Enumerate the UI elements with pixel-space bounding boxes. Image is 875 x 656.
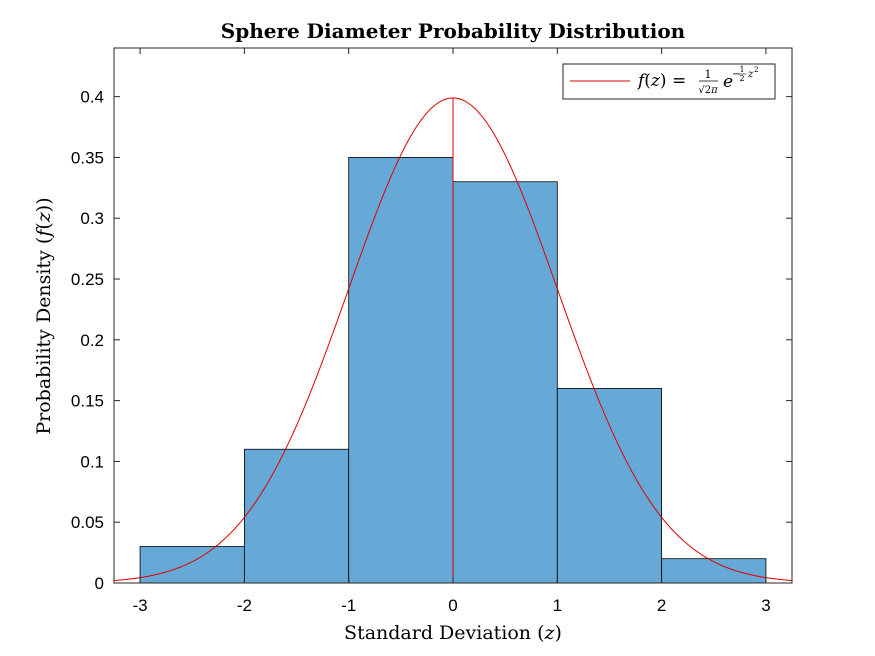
histogram-bar-3 [348,157,454,584]
x-tick-label: -2 [237,596,252,615]
svg-text:2: 2 [754,66,758,74]
y-axis-label: Probability Density (f(z)) [33,197,55,434]
x-tick-label: 3 [761,596,770,615]
histogram-bar-5 [556,388,663,584]
x-tick-label: 0 [448,596,457,615]
legend: f(z) = 1 √2π e − 1 2 z 2 [562,63,776,100]
y-tick-label: 0.1 [80,452,104,471]
svg-text:1: 1 [739,65,744,74]
svg-text:z: z [747,69,754,80]
y-tick-label: 0.05 [71,513,104,532]
x-axis-label: Standard Deviation (z) [344,622,562,644]
x-tick-label: 1 [553,596,562,615]
y-tick-label: 0.25 [71,270,104,289]
svg-text:−: − [732,69,740,80]
histogram-bar-2 [243,448,350,584]
chart-title: Sphere Diameter Probability Distribution [221,19,686,43]
y-tick-label: 0.2 [80,331,104,350]
y-tick-label: 0.15 [71,392,104,411]
svg-text:1: 1 [705,68,712,81]
legend-formula: f(z) = 1 √2π e − 1 2 z 2 [636,65,758,96]
x-tick-label: 2 [657,596,666,615]
plot-area: -3 -2 -1 0 1 2 300.050.10.150.20.250.30.350.4 [71,47,793,615]
svg-text:f(z) =: f(z) = [636,71,686,91]
histogram-bar-1 [139,546,245,584]
svg-text:√2π: √2π [698,85,718,96]
y-tick-label: 0.3 [80,209,104,228]
svg-text:e: e [723,72,733,92]
y-tick-label: 0.35 [71,148,104,167]
svg-text:2: 2 [739,74,744,83]
legend-box [562,63,776,100]
histogram-bar-6 [661,558,767,584]
y-tick-label: 0 [95,574,104,593]
y-tick-label: 0.4 [80,88,104,107]
x-tick-label: -1 [341,596,356,615]
histogram-bar-4 [452,181,558,584]
x-tick-label: -3 [133,596,148,615]
